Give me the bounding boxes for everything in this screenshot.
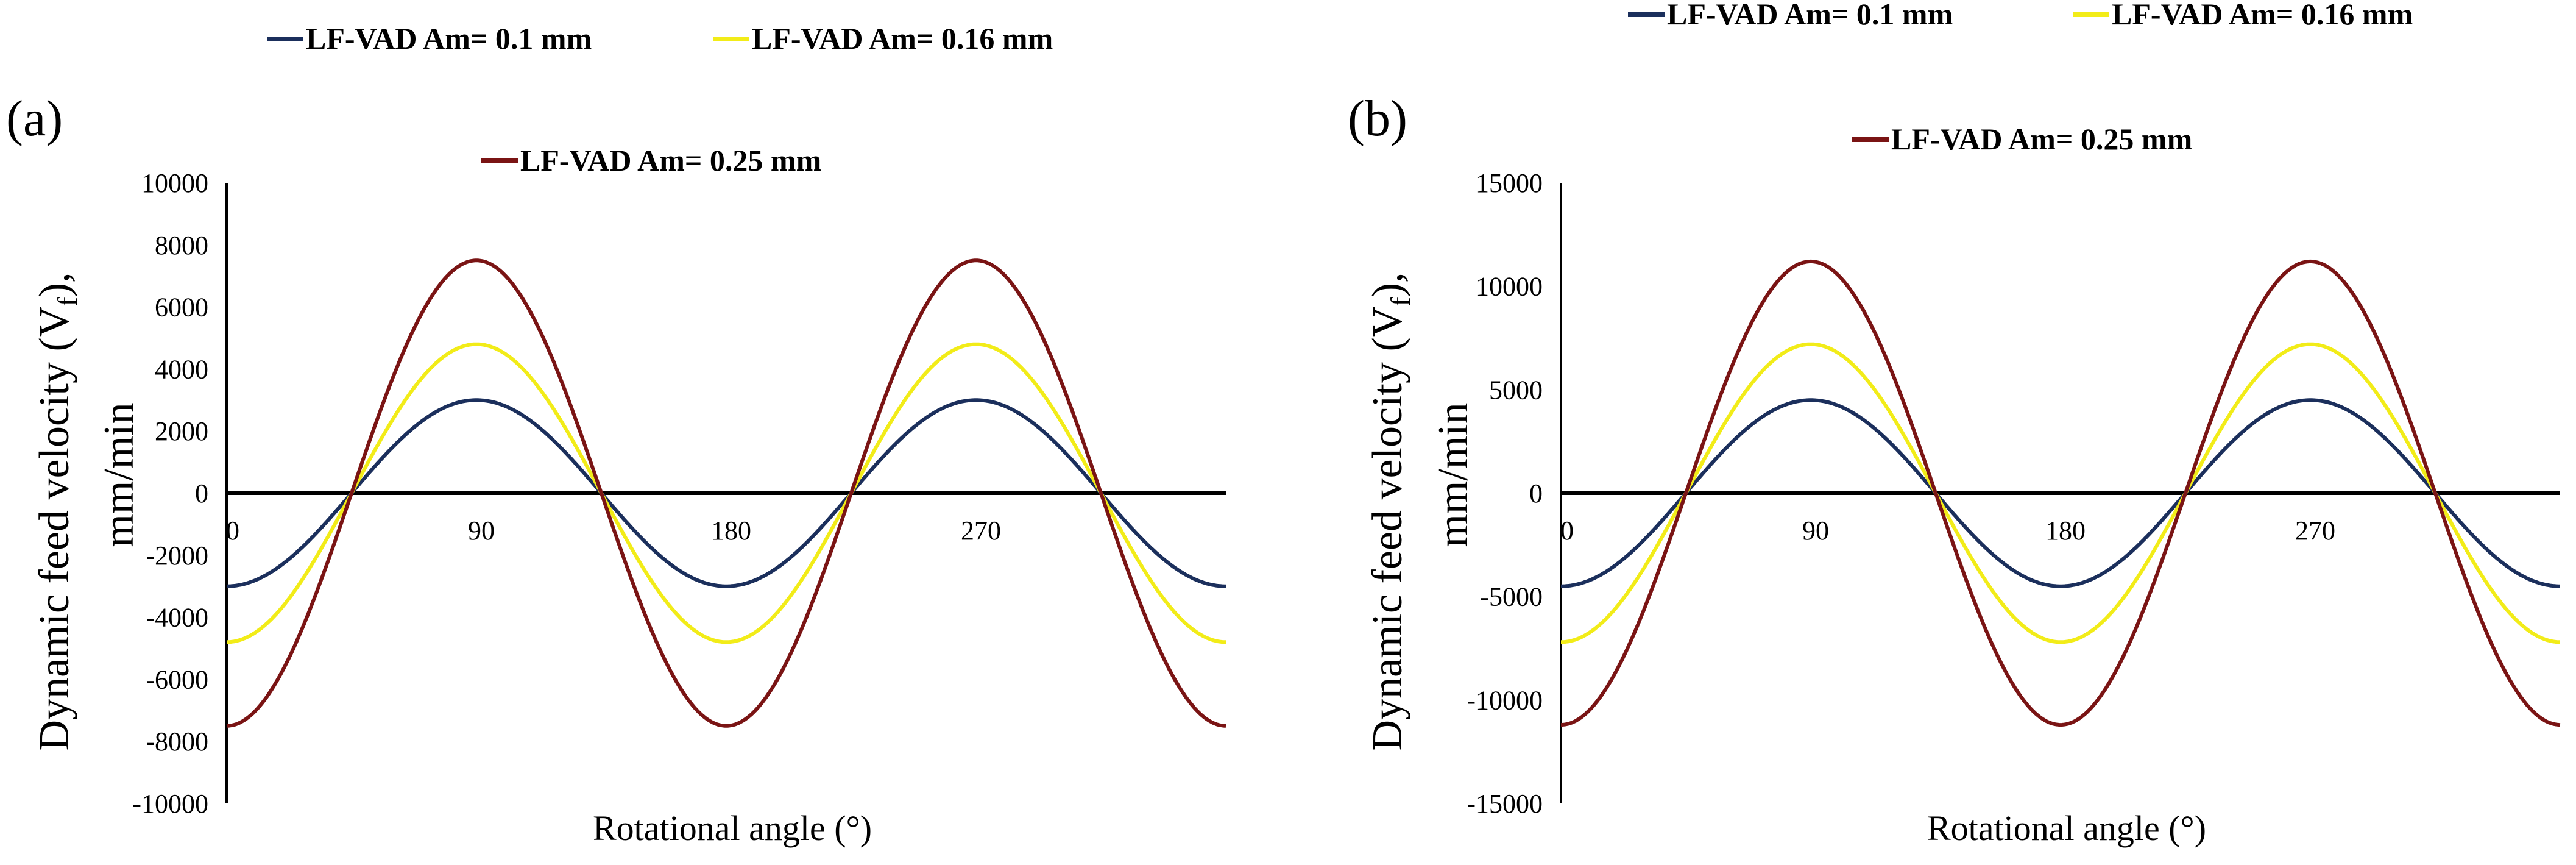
series-line-1 [1561,398,2560,588]
y-tick-label: -8000 [146,727,208,756]
legend-label: LF-VAD Am= 0.16 mm [2112,0,2413,31]
y-tick-label: -2000 [146,541,208,571]
y-axis-label: Dynamic feed velocity (Vf), [1364,272,1416,750]
y-tick-label: -10000 [1467,685,1543,715]
y-tick-label: 10000 [141,168,208,198]
y-axis-label: Dynamic feed velocity (Vf), [31,272,83,750]
chart-panel-2: (b) 15000 10000 5000 0 -5000 -10000 -15000 0 90 18… [1348,0,2561,848]
chart-panel-1: (a) 10000 8000 6000 4000 2000 0 -2000 -4000 -6000… [6,21,1226,848]
series-line-2 [227,342,1226,644]
legend-entry-3: LF-VAD Am= 0.25 mm [1852,122,2192,156]
y-tick-label: -5000 [1480,582,1543,612]
y-tick-label: -15000 [1467,789,1543,819]
legend-label: LF-VAD Am= 0.1 mm [306,21,592,55]
y-tick-label: -6000 [146,664,208,694]
x-tick-label: 270 [2295,516,2335,546]
legend-entry-2: LF-VAD Am= 0.16 mm [2073,0,2413,31]
y-tick-label: 0 [1529,479,1543,508]
x-axis-label: Rotational angle (°) [1927,808,2206,848]
panel-label: (a) [6,90,63,147]
x-tick-label: 90 [1802,516,1829,546]
legend-label: LF-VAD Am= 0.16 mm [752,21,1053,55]
series-line-3 [1560,259,2561,727]
series-line-2 [1561,342,2560,644]
y-axis-unit: mm/min [96,402,143,547]
y-axis-unit: mm/min [1430,402,1477,547]
legend-label: LF-VAD Am= 0.25 mm [1891,122,2192,156]
legend-label: LF-VAD Am= 0.25 mm [520,143,821,177]
y-tick-label: 6000 [155,293,208,322]
y-tick-label: 10000 [1476,272,1543,302]
legend-entry-2: LF-VAD Am= 0.16 mm [713,21,1053,55]
series-line-3 [226,258,1226,728]
panel-label: (b) [1348,90,1407,147]
legend-entry-3: LF-VAD Am= 0.25 mm [481,143,821,177]
series-line-1 [227,398,1226,588]
y-tick-label: 15000 [1476,168,1543,198]
x-tick-label: 90 [468,516,495,546]
x-tick-label: 180 [711,516,751,546]
y-tick-label: 5000 [1489,375,1543,405]
y-tick-label: 4000 [155,354,208,384]
x-tick-label: 270 [961,516,1001,546]
x-axis-label: Rotational angle (°) [593,808,872,848]
legend-entry-1: LF-VAD Am= 0.1 mm [1628,0,1953,31]
y-tick-label: 8000 [155,230,208,260]
x-tick-label: 0 [226,516,239,546]
y-tick-label: 0 [195,479,208,508]
legend-label: LF-VAD Am= 0.1 mm [1667,0,1953,31]
y-tick-label: -4000 [146,603,208,633]
x-tick-label: 180 [2045,516,2086,546]
legend-entry-1: LF-VAD Am= 0.1 mm [267,21,592,55]
x-tick-label: 0 [1560,516,1574,546]
y-tick-label: 2000 [155,416,208,446]
y-tick-label: -10000 [132,789,208,819]
